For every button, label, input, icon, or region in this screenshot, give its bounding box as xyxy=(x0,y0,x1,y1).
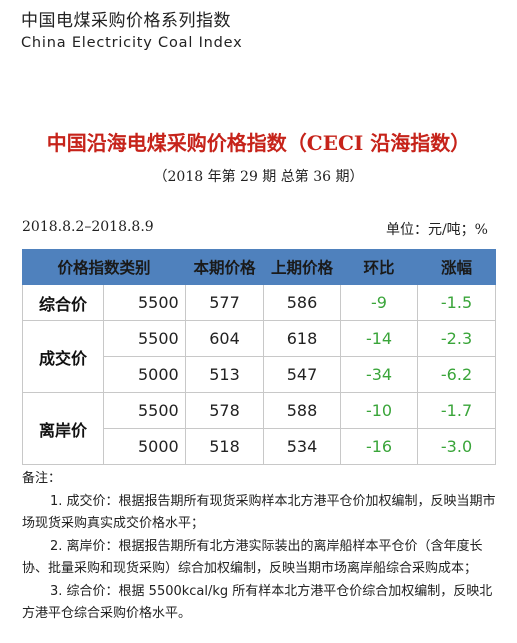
report-issue: （2018 年第 29 期 总第 36 期） xyxy=(153,169,364,185)
category-cell: 综合价 xyxy=(22,284,104,321)
category-cell: 成交价 xyxy=(22,320,104,393)
header-change: 环比 xyxy=(340,249,419,285)
change-cell: -14 xyxy=(340,320,419,357)
report-period: 2018.8.2–2018.8.9 xyxy=(22,219,154,235)
standard-cell: 5500 xyxy=(102,320,187,357)
pct-cell: -1.7 xyxy=(417,392,497,429)
header-previous: 上期价格 xyxy=(263,249,342,285)
pct-cell: -2.3 xyxy=(417,320,497,357)
current-price-cell: 577 xyxy=(185,284,265,321)
previous-price-cell: 618 xyxy=(263,320,342,357)
change-cell: -9 xyxy=(340,284,419,321)
header-pct: 涨幅 xyxy=(417,249,497,285)
standard-cell: 5500 xyxy=(102,284,187,321)
notes-title: 备注： xyxy=(22,471,62,486)
pct-cell: -1.5 xyxy=(417,284,497,321)
previous-price-cell: 547 xyxy=(263,356,342,393)
table-row: 综合价 5500 577 586 -9 -1.5 xyxy=(22,284,497,321)
note-item: 2. 离岸价：根据报告期所有北方港实际装出的离岸船样本平仓价（含年度长协、批量采… xyxy=(22,538,483,577)
current-price-cell: 513 xyxy=(185,356,265,393)
previous-price-cell: 534 xyxy=(263,428,342,465)
pct-cell: -6.2 xyxy=(417,356,497,393)
standard-cell: 5000 xyxy=(102,428,187,465)
table-row: 5000 518 534 -16 -3.0 xyxy=(23,428,497,465)
change-cell: -16 xyxy=(340,428,419,465)
previous-price-cell: 588 xyxy=(263,392,342,429)
notes-section: 备注： 1. 成交价：根据报告期所有现货采购样本北方港平仓价加权编制，反映当期市… xyxy=(22,468,497,626)
note-item: 3. 综合价：根据 5500kcal/kg 所有样本北方港平仓价综合加权编制，反… xyxy=(22,583,493,622)
report-title: 中国沿海电煤采购价格指数（CECI 沿海指数） xyxy=(46,131,471,155)
standard-cell: 5000 xyxy=(102,356,187,393)
table-header-row: 价格指数类别 本期价格 上期价格 环比 涨幅 xyxy=(21,249,497,285)
table-row: 成交价 5500 604 618 -14 -2.3 xyxy=(22,320,497,393)
brand-name-cn: 中国电煤采购价格系列指数 xyxy=(21,11,231,31)
current-price-cell: 578 xyxy=(185,392,265,429)
standard-cell: 5500 xyxy=(102,392,187,429)
report-unit: 单位：元/吨；% xyxy=(385,222,488,238)
header-current: 本期价格 xyxy=(185,249,265,285)
change-cell: -10 xyxy=(340,392,419,429)
note-item: 1. 成交价：根据报告期所有现货采购样本北方港平仓价加权编制，反映当期市场现货采… xyxy=(22,493,496,532)
header-category: 价格指数类别 xyxy=(21,249,187,285)
table-row: 5000 513 547 -34 -6.2 xyxy=(23,356,497,393)
table-row: 离岸价 5500 578 588 -10 -1.7 xyxy=(22,392,497,465)
previous-price-cell: 586 xyxy=(263,284,342,321)
change-cell: -34 xyxy=(340,356,419,393)
current-price-cell: 518 xyxy=(185,428,265,465)
pct-cell: -3.0 xyxy=(417,428,497,465)
brand-name-en: China Electricity Coal Index xyxy=(21,35,243,51)
current-price-cell: 604 xyxy=(185,320,265,357)
price-index-table: 价格指数类别 本期价格 上期价格 环比 涨幅 综合价 5500 577 586 … xyxy=(21,249,497,465)
category-cell: 离岸价 xyxy=(22,392,104,465)
